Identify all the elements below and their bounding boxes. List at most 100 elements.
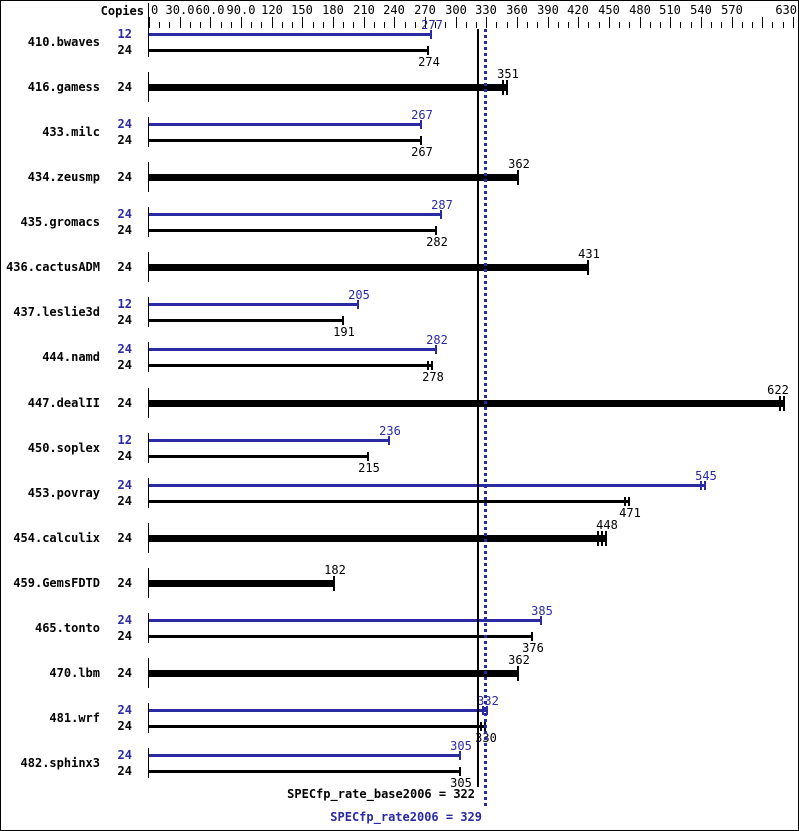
result-bar-base [149,174,519,181]
axis-minor-tick [680,22,681,28]
benchmark-label: 416.gamess [27,80,100,94]
bar-end-cap [366,452,369,461]
benchmark-label: 436.cactusADM [6,260,100,274]
axis-tick-label: 420 [567,3,589,17]
copies-value: 24 [117,117,132,131]
copies-value: 24 [117,576,132,590]
result-value-label: 215 [358,461,380,475]
axis-minor-tick [405,22,406,28]
axis-minor-tick [772,22,773,28]
axis-minor-tick [742,22,743,28]
result-value-label: 282 [426,333,448,347]
axis-major-tick [701,17,702,28]
bar-end-cap [435,345,438,354]
bar-end-cap [482,706,485,715]
axis-minor-tick [353,22,354,28]
bar-end-cap [430,30,433,39]
bar-end-cap [419,136,422,145]
copies-value: 24 [117,170,132,184]
axis-major-tick [210,17,211,28]
axis-major-tick [149,17,150,28]
copies-value: 24 [117,223,132,237]
axis-major-tick [762,17,763,28]
result-value-label: 277 [421,18,443,32]
copies-value: 12 [117,27,132,41]
group-axis-segment [148,72,149,102]
axis-tick-label: 30.0 [165,3,195,17]
axis-tick-label: 90.0 [226,3,256,17]
axis-minor-tick [496,22,497,28]
bar-end-cap [342,316,345,325]
result-value-label: 236 [379,424,401,438]
result-value-label: 182 [324,563,346,577]
result-value-label: 267 [411,145,433,159]
axis-major-tick [548,17,549,28]
axis-minor-tick [507,22,508,28]
bar-end-cap [516,666,519,681]
axis-major-tick [394,17,395,28]
group-axis-segment [148,342,149,372]
benchmark-label: 454.calculix [13,531,100,545]
bar-end-cap [486,706,489,715]
copies-value: 24 [117,43,132,57]
result-value-label: 362 [508,653,530,667]
copies-value: 24 [117,764,132,778]
axis-major-tick [272,17,273,28]
group-axis-segment [148,568,149,598]
axis-minor-tick [599,22,600,28]
result-value-label: 545 [695,469,717,483]
benchmark-label: 447.dealII [27,396,100,410]
axis-minor-tick [415,22,416,28]
copies-value: 24 [117,531,132,545]
benchmark-label: 435.gromacs [20,215,100,229]
result-bar-base [149,264,590,271]
group-axis-segment [148,27,149,57]
result-value-label: 362 [508,157,530,171]
group-axis-segment [148,162,149,192]
axis-minor-tick [323,22,324,28]
bar-end-cap [628,497,631,506]
axis-major-tick [425,17,426,28]
result-bar-base [149,49,430,52]
result-value-label: 278 [422,370,444,384]
axis-tick-label: 390 [537,3,559,17]
copies-value: 24 [117,629,132,643]
axis-minor-tick [343,22,344,28]
axis-major-tick [670,17,671,28]
axis-minor-tick [374,22,375,28]
benchmark-label: 482.sphinx3 [20,756,100,770]
result-bar-base [149,229,438,232]
axis-minor-tick [619,22,620,28]
copies-value: 24 [117,449,132,463]
bar-end-cap [356,300,359,309]
group-axis-segment [148,252,149,282]
axis-minor-tick [313,22,314,28]
axis-minor-tick [435,22,436,28]
axis-minor-tick [783,22,784,28]
axis-minor-tick [752,22,753,28]
benchmark-label: 450.soplex [27,441,100,455]
axis-minor-tick [190,22,191,28]
copies-value: 24 [117,494,132,508]
bar-end-cap [516,170,519,185]
benchmark-label: 459.GemsFDTD [13,576,100,590]
axis-minor-tick [292,22,293,28]
group-axis-segment [148,117,149,147]
axis-tick-label: 60.0 [195,3,225,17]
bar-end-cap [624,497,627,506]
copies-value: 24 [117,342,132,356]
axis-tick-label: 630 [775,3,797,17]
axis-minor-tick [588,22,589,28]
copies-value: 24 [117,207,132,221]
bar-end-cap [427,46,430,55]
group-axis-segment [148,658,149,688]
axis-minor-tick [282,22,283,28]
result-bar-base [149,500,631,503]
result-value-label: 622 [767,383,789,397]
bar-end-cap [388,436,391,445]
axis-major-tick [486,17,487,28]
axis-tick-label: 120 [261,3,283,17]
bar-end-cap [501,80,504,95]
result-value-label: 287 [431,198,453,212]
